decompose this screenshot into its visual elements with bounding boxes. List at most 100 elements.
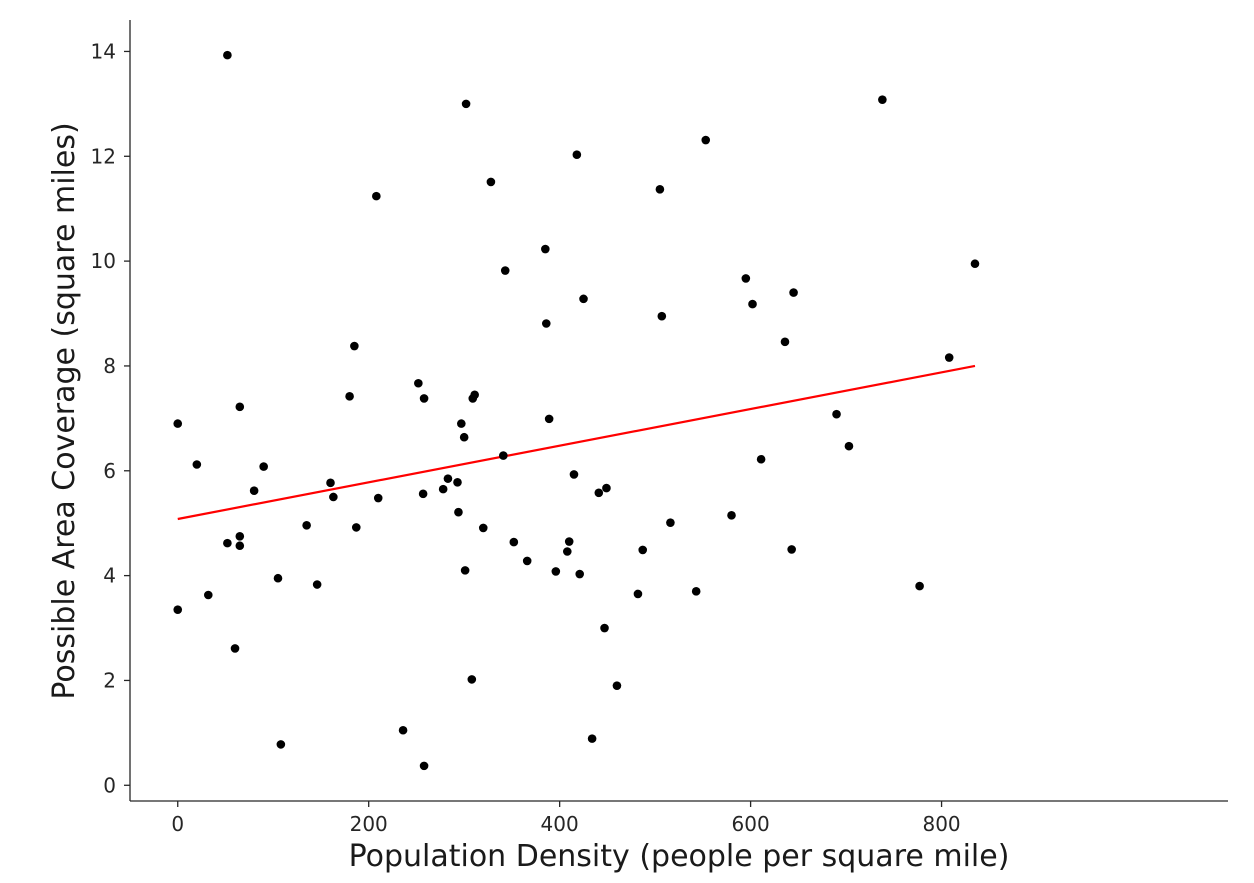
data-point: [203, 590, 213, 600]
y-tick-label: 6: [103, 459, 116, 483]
data-point: [457, 419, 466, 428]
x-tick-label: 600: [732, 812, 770, 836]
data-point: [633, 589, 643, 599]
data-point: [235, 531, 245, 541]
y-axis-title: Possible Area Coverage (square miles): [47, 122, 82, 699]
data-point: [459, 432, 469, 442]
data-point: [372, 191, 381, 201]
data-point: [741, 274, 751, 283]
y-tick-label: 2: [103, 668, 116, 692]
y-tick-label: 12: [91, 144, 116, 168]
data-point: [414, 378, 423, 388]
data-point: [612, 681, 622, 690]
data-point: [461, 99, 471, 109]
data-point: [373, 493, 383, 503]
data-point: [223, 538, 232, 548]
data-point: [602, 483, 611, 493]
data-point: [701, 135, 711, 145]
data-point: [544, 414, 554, 424]
data-point: [600, 623, 609, 633]
data-point: [587, 734, 597, 743]
data-point: [499, 451, 508, 460]
data-point: [844, 441, 854, 451]
data-point: [443, 474, 453, 483]
data-point: [312, 580, 322, 589]
data-point: [878, 95, 887, 104]
data-point: [192, 460, 202, 469]
data-point: [541, 319, 551, 328]
x-tick-label: 200: [350, 812, 388, 836]
data-point: [564, 537, 574, 546]
data-point: [173, 605, 183, 614]
data-point: [453, 478, 462, 487]
data-point: [478, 523, 488, 533]
data-point: [655, 185, 665, 194]
x-tick-label: 400: [541, 812, 579, 836]
data-point: [562, 547, 572, 556]
data-point: [787, 545, 796, 554]
data-point: [230, 644, 240, 653]
data-point: [789, 288, 798, 297]
data-point: [575, 569, 585, 579]
data-point: [832, 409, 841, 419]
data-point: [419, 394, 429, 403]
data-point: [454, 507, 463, 517]
data-point: [915, 581, 924, 591]
data-point: [756, 454, 766, 464]
x-tick-label: 0: [171, 812, 184, 836]
data-point: [398, 725, 408, 735]
data-point: [691, 587, 701, 596]
data-point: [418, 489, 428, 499]
data-point: [345, 392, 354, 401]
data-point: [419, 761, 429, 771]
data-point: [235, 402, 245, 412]
data-point: [551, 567, 561, 576]
data-point: [970, 259, 980, 269]
data-point: [351, 523, 361, 532]
y-tick-label: 4: [103, 564, 116, 588]
trend-line: [177, 364, 976, 521]
data-point: [541, 244, 550, 254]
x-axis-ticks: 0 200 400 600 800: [171, 801, 961, 836]
x-tick-label: 800: [922, 812, 960, 836]
data-point: [467, 675, 477, 684]
data-point: [944, 353, 954, 362]
data-point: [259, 462, 268, 471]
y-axis-ticks: 0 2 4 6 8 10 12 14: [91, 39, 130, 797]
data-point: [780, 337, 790, 347]
y-tick-label: 8: [103, 354, 116, 378]
data-point: [569, 470, 579, 479]
data-point: [594, 488, 604, 498]
data-point: [326, 478, 335, 488]
data-point: [509, 537, 519, 547]
data-point: [249, 486, 259, 495]
data-point: [522, 556, 532, 566]
x-axis-title: Population Density (people per square mi…: [349, 839, 1010, 874]
data-point: [666, 518, 675, 527]
data-point: [350, 341, 359, 351]
data-point: [438, 484, 448, 494]
data-point: [276, 740, 286, 749]
data-point: [486, 177, 496, 187]
data-point: [638, 545, 648, 555]
y-tick-label: 14: [91, 39, 116, 63]
data-point: [500, 266, 510, 275]
data-point: [235, 541, 245, 551]
data-point: [273, 573, 283, 583]
data-point: [579, 294, 588, 304]
axes: [129, 20, 1228, 802]
data-point: [748, 299, 757, 309]
data-point: [470, 390, 479, 400]
data-point: [302, 520, 311, 530]
data-point: [223, 50, 232, 60]
data-point: [173, 419, 183, 428]
data-point: [657, 311, 667, 321]
data-point: [572, 150, 582, 160]
y-tick-label: 0: [103, 773, 116, 797]
data-point: [329, 492, 338, 502]
data-point: [727, 511, 736, 520]
y-tick-label: 10: [91, 249, 116, 273]
data-points: [173, 50, 980, 771]
data-point: [460, 566, 470, 575]
